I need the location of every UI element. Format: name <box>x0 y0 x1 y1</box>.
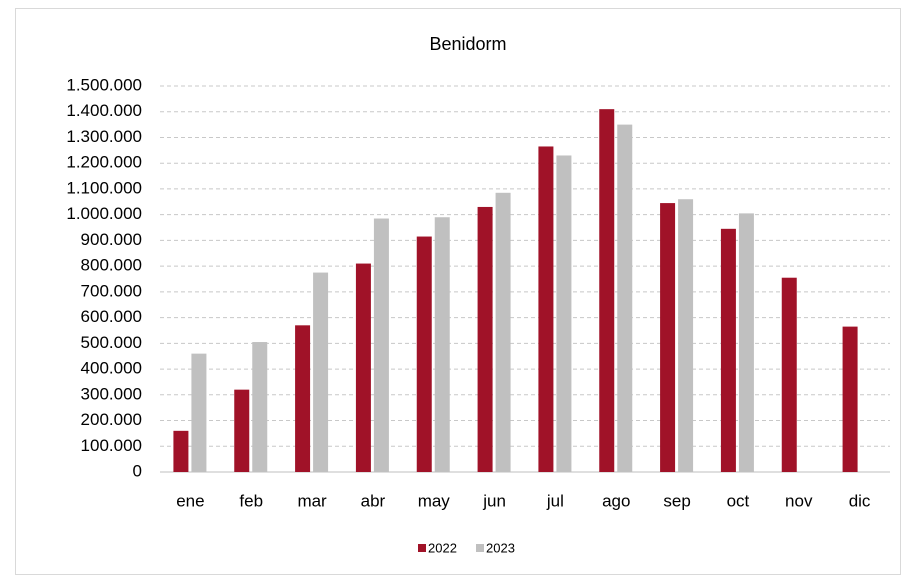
bar <box>599 109 615 472</box>
x-tick-label: jun <box>482 491 506 510</box>
y-tick-label: 700.000 <box>81 281 142 300</box>
bar <box>477 206 493 473</box>
legend-label: 2022 <box>428 540 457 555</box>
legend-swatch <box>418 544 426 552</box>
x-tick-label: sep <box>663 491 690 510</box>
x-tick-label: may <box>418 491 451 510</box>
x-tick-label: feb <box>239 491 263 510</box>
y-tick-label: 1.500.000 <box>66 75 142 94</box>
bar <box>434 217 450 472</box>
y-tick-label: 1.000.000 <box>66 204 142 223</box>
bar <box>234 389 250 472</box>
y-tick-label: 600.000 <box>81 307 142 326</box>
legend-swatch <box>476 544 484 552</box>
bar <box>252 342 268 472</box>
y-tick-label: 1.100.000 <box>66 178 142 197</box>
bar <box>538 146 554 472</box>
bar <box>313 272 329 472</box>
bar <box>556 155 572 473</box>
x-tick-label: jul <box>546 491 564 510</box>
y-tick-label: 300.000 <box>81 384 142 403</box>
bar <box>660 203 676 472</box>
x-tick-label: nov <box>785 491 813 510</box>
bar <box>495 192 511 472</box>
bar <box>355 263 371 472</box>
x-tick-label: abr <box>361 491 386 510</box>
x-tick-label: mar <box>297 491 327 510</box>
y-tick-label: 400.000 <box>81 359 142 378</box>
y-tick-label: 800.000 <box>81 256 142 275</box>
bar <box>720 228 736 472</box>
chart-title: Benidorm <box>429 34 506 54</box>
bar <box>617 124 633 472</box>
x-tick-label: oct <box>727 491 750 510</box>
y-tick-label: 1.300.000 <box>66 127 142 146</box>
y-tick-label: 1.400.000 <box>66 101 142 120</box>
y-tick-label: 0 <box>133 461 142 480</box>
bar <box>738 213 754 472</box>
legend-label: 2023 <box>486 540 515 555</box>
x-tick-label: ago <box>602 491 630 510</box>
y-tick-label: 100.000 <box>81 436 142 455</box>
bar <box>416 236 432 472</box>
bar <box>295 325 311 472</box>
bar <box>842 326 858 472</box>
x-tick-label: dic <box>849 491 871 510</box>
y-tick-label: 200.000 <box>81 410 142 429</box>
bar <box>191 353 207 472</box>
bar <box>678 199 694 472</box>
bar <box>781 277 797 472</box>
bar <box>373 218 389 472</box>
x-tick-label: ene <box>176 491 204 510</box>
y-tick-label: 900.000 <box>81 230 142 249</box>
bar <box>173 430 189 472</box>
y-tick-label: 1.200.000 <box>66 153 142 172</box>
y-tick-label: 500.000 <box>81 333 142 352</box>
